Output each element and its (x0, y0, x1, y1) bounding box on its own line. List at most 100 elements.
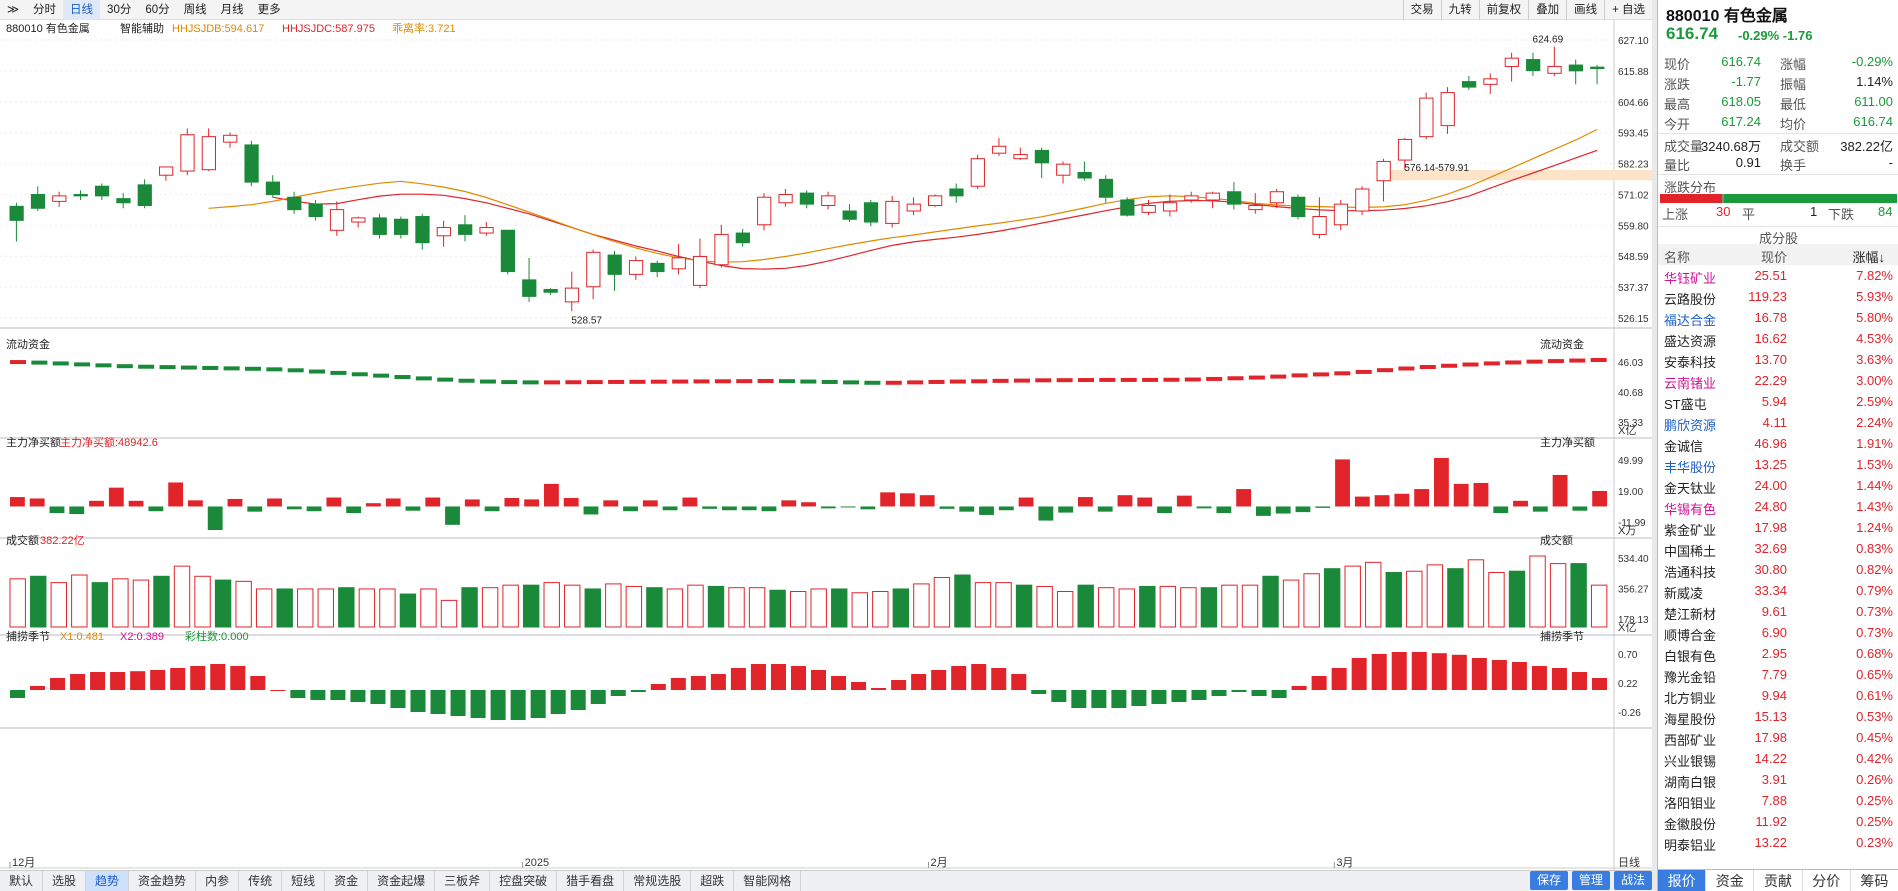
candle-body (116, 198, 131, 204)
member-row[interactable]: 华钰矿业 25.51 7.82% (1658, 266, 1898, 287)
member-row[interactable]: 金天钛业 24.00 1.44% (1658, 476, 1898, 497)
tab-monthly[interactable]: 月线 (220, 3, 244, 16)
season-bar (1491, 660, 1507, 690)
liquidity-bar (1078, 378, 1095, 383)
adjust-button[interactable]: 前复权 (1478, 0, 1529, 20)
member-name: 浩通科技 (1664, 565, 1717, 580)
col-pct[interactable]: 涨幅↓ (1852, 250, 1885, 265)
season-bar (310, 690, 326, 700)
member-row[interactable]: 华锡有色 24.80 1.43% (1658, 497, 1898, 518)
quote-label: 振幅 (1780, 77, 1807, 92)
member-row[interactable]: 安泰科技 13.70 3.63% (1658, 350, 1898, 371)
bottom-tab-fund-burst[interactable]: 资金起爆 (368, 871, 436, 891)
tab-price-dist[interactable]: 分价 (1803, 870, 1851, 891)
bottom-tab-hunter[interactable]: 猎手看盘 (557, 871, 625, 891)
member-row[interactable]: 浩通科技 30.80 0.82% (1658, 560, 1898, 581)
bottom-tab-trend[interactable]: 趋势 (86, 871, 130, 891)
bottom-tab-traditional[interactable]: 传统 (239, 871, 283, 891)
candle-body (628, 260, 644, 275)
col-name[interactable]: 名称 (1664, 250, 1691, 265)
season-bar (1211, 690, 1227, 696)
tab-fenshi[interactable]: 分时 (33, 3, 57, 16)
member-row[interactable]: 紫金矿业 17.98 1.24% (1658, 518, 1898, 539)
tab-quote[interactable]: 报价 (1658, 870, 1707, 891)
member-row[interactable]: 金诚信 46.96 1.91% (1658, 434, 1898, 455)
bottom-tab-xuangu[interactable]: 选股 (43, 871, 87, 891)
manage-button[interactable]: 管理 (1571, 871, 1610, 890)
member-row[interactable]: ST盛屯 5.94 2.59% (1658, 392, 1898, 413)
strategy-button[interactable]: 战法 (1613, 871, 1652, 890)
tab-30min[interactable]: 30分 (107, 3, 132, 16)
member-row[interactable]: 洛阳钼业 7.88 0.25% (1658, 791, 1898, 812)
main_net_buy-bar (563, 498, 579, 507)
candle-body (393, 218, 409, 235)
member-name: 海星股份 (1664, 712, 1717, 727)
member-row[interactable]: 福达合金 16.78 5.80% (1658, 308, 1898, 329)
panel-divider[interactable] (1652, 0, 1657, 891)
member-row[interactable]: 新威凌 33.34 0.79% (1658, 581, 1898, 602)
bottom-tab-control[interactable]: 控盘突破 (490, 871, 558, 891)
member-row[interactable]: 豫光金铅 7.79 0.65% (1658, 665, 1898, 686)
dist-title: 涨跌分布 (1658, 174, 1898, 195)
member-name: 顺博合金 (1664, 628, 1717, 643)
season-bar (170, 668, 186, 690)
tab-chips[interactable]: 筹码 (1851, 870, 1898, 891)
bottom-tab-short[interactable]: 短线 (282, 871, 326, 891)
season-bar (1151, 690, 1167, 704)
member-row[interactable]: 兴业银锡 14.22 0.42% (1658, 749, 1898, 770)
bottom-tab-fund-trend[interactable]: 资金趋势 (129, 871, 197, 891)
member-row[interactable]: 丰华股份 13.25 1.53% (1658, 455, 1898, 476)
unit-label: X亿 (1618, 621, 1636, 634)
member-row[interactable]: 西部矿业 17.98 0.45% (1658, 728, 1898, 749)
tab-daily[interactable]: 日线 (63, 0, 101, 20)
assist-label[interactable]: 智能辅助 (120, 21, 164, 35)
candle-body (244, 144, 259, 183)
member-row[interactable]: 顺博合金 6.90 0.73% (1658, 623, 1898, 644)
quote-label: 最低 (1780, 97, 1807, 112)
member-row[interactable]: 湖南白银 3.91 0.26% (1658, 770, 1898, 791)
member-row[interactable]: 云南锗业 22.29 3.00% (1658, 371, 1898, 392)
y-tick-label: 593.45 (1618, 129, 1649, 140)
bottom-tab-grid[interactable]: 智能网格 (734, 871, 802, 891)
member-row[interactable]: 盛达资源 16.62 4.53% (1658, 329, 1898, 350)
bottom-tab-normal[interactable]: 常规选股 (624, 871, 692, 891)
overlay-button[interactable]: 叠加 (1528, 0, 1566, 20)
liquidity-bar (1227, 376, 1244, 381)
member-row[interactable]: 北方铜业 9.94 0.61% (1658, 686, 1898, 707)
bottom-tab-neican[interactable]: 内参 (196, 871, 240, 891)
member-row[interactable]: 白银有色 2.95 0.68% (1658, 644, 1898, 665)
main_net_buy-bar (49, 506, 65, 514)
tab-weekly[interactable]: 周线 (183, 3, 207, 16)
member-row[interactable]: 鹏欣资源 4.11 2.24% (1658, 413, 1898, 434)
watchlist-button[interactable]: + 自选 (1604, 0, 1652, 20)
bottom-tab-default[interactable]: 默认 (0, 871, 44, 891)
quote-value: 611.00 (1854, 94, 1893, 109)
tab-more[interactable]: 更多 (257, 3, 281, 16)
member-row[interactable]: 金徽股份 11.92 0.25% (1658, 812, 1898, 833)
save-button[interactable]: 保存 (1529, 871, 1568, 890)
tab-60min[interactable]: 60分 (145, 3, 170, 16)
season-panel: 捕捞季节 捕捞季节 0.70 0.22 -0.26 X1:0.481 X2:0.389 彩柱数… (0, 629, 1652, 729)
member-row[interactable]: 云路股份 119.23 5.93% (1658, 287, 1898, 308)
main_net_buy-bar (1394, 493, 1410, 507)
col-price[interactable]: 现价 (1760, 250, 1787, 265)
jiuzhuan-button[interactable]: 九转 (1440, 0, 1479, 20)
candle-body (543, 288, 558, 293)
candle-body (778, 193, 793, 204)
member-row[interactable]: 海星股份 15.13 0.53% (1658, 707, 1898, 728)
member-row[interactable]: 明泰铝业 13.22 0.23% (1658, 833, 1898, 854)
tab-contribution[interactable]: 贡献 (1754, 870, 1803, 891)
member-row[interactable]: 楚江新材 9.61 0.73% (1658, 602, 1898, 623)
season-bar (430, 690, 446, 714)
draw-button[interactable]: 画线 (1566, 0, 1604, 20)
bottom-tab-oversold[interactable]: 超跌 (691, 871, 735, 891)
bottom-tab-sanbanfu[interactable]: 三板斧 (435, 871, 491, 891)
member-row[interactable]: 中国稀土 32.69 0.83% (1658, 539, 1898, 560)
bottom-tab-fund[interactable]: 资金 (325, 871, 369, 891)
trade-button[interactable]: 交易 (1402, 0, 1441, 20)
member-name: 丰华股份 (1664, 460, 1717, 475)
season-bar (230, 666, 246, 690)
tab-fund[interactable]: 资金 (1706, 870, 1755, 891)
collapse-icon[interactable]: ≫ (7, 3, 20, 16)
quote-value: 617.24 (1721, 114, 1761, 129)
